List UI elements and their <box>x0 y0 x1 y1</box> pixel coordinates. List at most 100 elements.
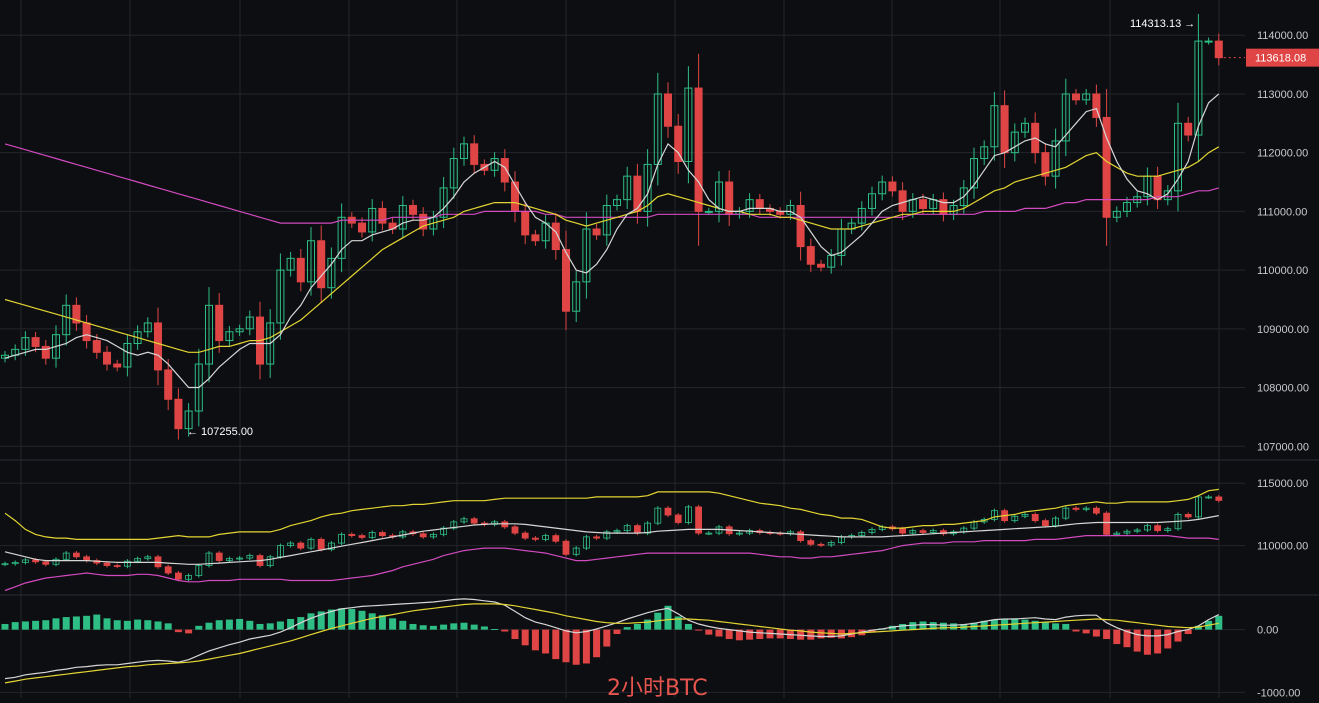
boll-candle-body <box>1113 532 1121 535</box>
macd-histogram-bar <box>491 628 499 630</box>
macd-histogram-bar <box>460 622 468 630</box>
macd-histogram-bar <box>705 629 713 635</box>
boll-candle-body <box>991 510 998 520</box>
candle-body <box>817 263 825 268</box>
candle-body <box>184 410 193 430</box>
candle-body <box>1194 40 1203 136</box>
ma-mid-line <box>4 146 1220 353</box>
candle-body <box>72 304 81 324</box>
macd-histogram-bar <box>52 618 60 630</box>
macd-histogram-bar <box>256 623 264 630</box>
candle-body <box>572 281 581 312</box>
candle-body <box>62 304 71 336</box>
boll-candle-body <box>419 533 427 538</box>
candle-body <box>41 345 50 359</box>
boll-candle-body <box>174 572 182 580</box>
macd-histogram-bar <box>1103 629 1111 640</box>
candle-body <box>786 205 795 215</box>
candle-body <box>225 331 234 342</box>
watermark-label: 2小时BTC <box>607 676 708 701</box>
boll-candle-body <box>358 535 366 538</box>
boll-candle-body <box>11 562 19 565</box>
macd-histogram-bar <box>1031 620 1039 630</box>
candle-body <box>419 213 428 230</box>
boll-candle-body <box>1154 525 1161 532</box>
candle-body <box>409 205 417 215</box>
boll-candle-body <box>511 526 519 534</box>
boll-candle-body <box>287 542 295 546</box>
candle-body <box>52 334 60 359</box>
boll-candle-body <box>613 530 621 533</box>
boll-lower-line <box>4 534 1219 592</box>
candle-body <box>1061 93 1070 142</box>
candle-body <box>694 87 703 212</box>
boll-candle-body <box>1215 496 1223 501</box>
candle-body <box>245 316 254 330</box>
macd-histogram-bar <box>134 619 142 630</box>
boll-candle-body <box>327 542 335 550</box>
macd-histogram-bar <box>980 620 988 630</box>
candle-body <box>1072 93 1080 101</box>
boll-candle-body <box>307 538 315 549</box>
macd-histogram-bar <box>368 613 376 630</box>
candle-body <box>806 246 815 265</box>
macd-histogram-bar <box>501 629 509 632</box>
candle-body <box>286 257 295 271</box>
macd-histogram-bar <box>164 623 172 630</box>
high-price-annotation: 114313.13 → <box>1130 18 1195 30</box>
macd-histogram-bar <box>470 624 478 630</box>
boll-candle-body <box>797 531 804 541</box>
candle-body <box>1204 40 1213 43</box>
macd-histogram-bar <box>746 629 754 640</box>
boll-candle-body <box>62 552 70 560</box>
boll-candle-body <box>429 533 437 538</box>
boll-candle-body <box>919 530 927 533</box>
candle-body <box>582 228 591 283</box>
boll-candle-body <box>532 537 539 540</box>
candle-body <box>490 158 499 171</box>
candle-body <box>1174 122 1182 192</box>
boll-candle-body <box>32 559 39 563</box>
macd-histogram-bar <box>205 622 213 630</box>
macd-histogram-bar <box>72 616 80 630</box>
macd-histogram-bar <box>440 624 448 630</box>
y-tick-label: 114000.00 <box>1257 30 1308 42</box>
y-tick-label: 110000.00 <box>1257 265 1308 277</box>
candle-body <box>1021 122 1029 133</box>
macd-histogram-bar <box>144 620 152 630</box>
macd-histogram-bar <box>338 608 346 630</box>
candle-body <box>551 222 560 251</box>
candle-body <box>562 249 570 312</box>
y-tick-label: 111000.00 <box>1257 206 1307 218</box>
macd-histogram-bar <box>378 615 386 630</box>
macd-histogram-bar <box>756 629 764 640</box>
macd-histogram-bar <box>817 629 825 639</box>
macd-histogram-bar <box>929 622 937 630</box>
candle-body <box>725 181 734 215</box>
boll-candle-body <box>185 575 193 580</box>
macd-histogram-bar <box>950 623 958 630</box>
boll-candle-body <box>1164 528 1172 532</box>
macd-histogram-bar <box>287 618 295 630</box>
candle-body <box>1041 152 1050 177</box>
boll-candle-body <box>705 532 713 535</box>
boll-candle-body <box>266 556 274 566</box>
boll-candle-body <box>1123 530 1131 534</box>
y-tick-label: -1000.00 <box>1257 687 1300 698</box>
candle-body <box>113 363 122 368</box>
y-tick-label: 113000.00 <box>1257 89 1308 101</box>
macd-histogram-bar <box>174 629 182 633</box>
boll-candle-body <box>909 530 917 534</box>
candle-body <box>460 143 468 160</box>
candle-body <box>990 105 999 148</box>
boll-candle-body <box>317 538 325 550</box>
macd-histogram-bar <box>1174 629 1182 642</box>
boll-candle-body <box>378 532 386 537</box>
boll-candle-body <box>858 532 866 537</box>
candle-body <box>664 93 672 127</box>
macd-histogram-bar <box>633 623 641 630</box>
boll-candle-body <box>603 531 611 539</box>
macd-histogram-bar <box>664 605 672 630</box>
macd-histogram-bar <box>266 623 274 630</box>
macd-histogram-bar <box>1041 622 1049 630</box>
